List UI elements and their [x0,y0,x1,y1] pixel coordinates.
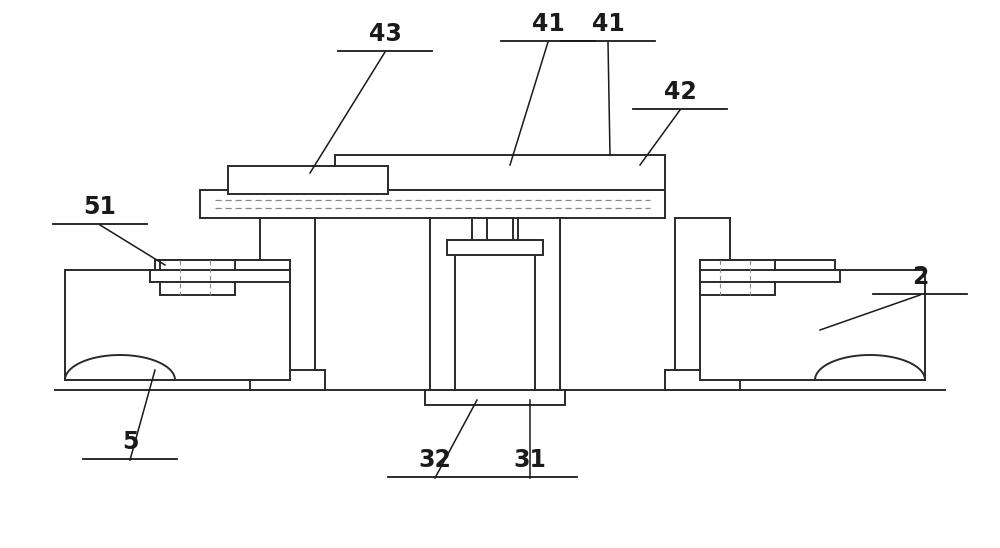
Text: 5: 5 [122,430,138,454]
Text: 51: 51 [84,195,116,219]
Bar [250,370,325,390]
Text: 43: 43 [369,22,401,46]
Bar [425,390,565,405]
Bar [155,260,290,270]
Bar [447,240,543,255]
Bar [150,270,290,282]
Text: 41: 41 [532,12,564,36]
Bar [487,218,513,250]
Bar [228,166,388,194]
Text: 42: 42 [664,80,696,104]
Bar [700,270,840,282]
Bar [200,190,665,218]
Bar [260,218,315,390]
Bar [700,260,835,270]
Bar [160,260,235,295]
Text: 32: 32 [419,448,451,472]
Bar [430,205,472,390]
Bar [665,370,740,390]
Bar [700,270,925,380]
Bar [494,248,506,258]
Bar [675,218,730,390]
Text: 2: 2 [912,265,928,289]
Text: 31: 31 [514,448,546,472]
Bar [700,260,775,295]
Bar [455,250,535,390]
Bar [335,155,665,190]
Bar [65,270,290,380]
Text: 41: 41 [592,12,624,36]
Bar [518,205,560,390]
Bar [430,205,560,390]
